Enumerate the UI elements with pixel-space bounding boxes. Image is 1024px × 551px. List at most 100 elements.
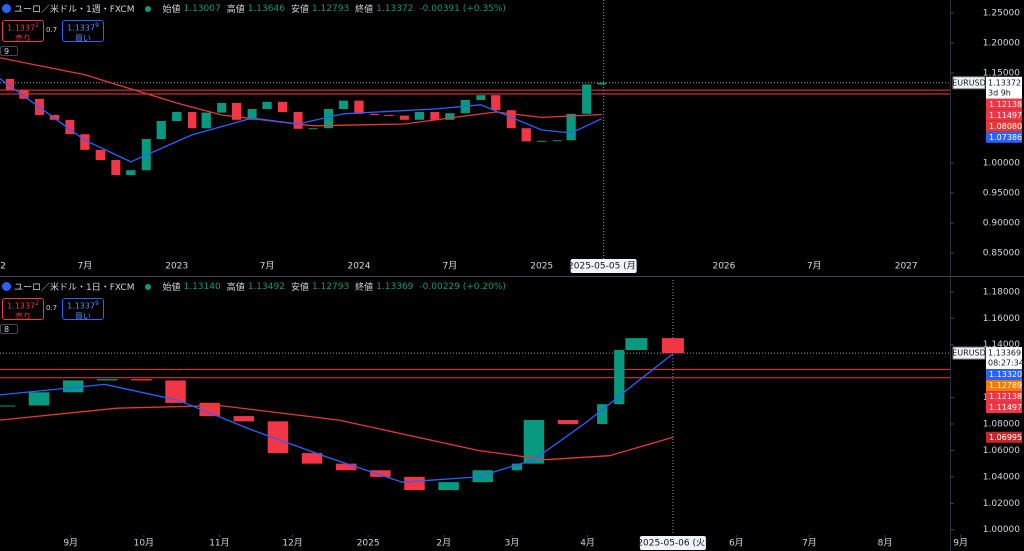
candle (552, 140, 562, 142)
close-value: 1.13369 (376, 281, 414, 292)
candle (445, 113, 455, 120)
candle (131, 379, 152, 381)
x-tick-label: 2027 (895, 262, 918, 272)
buy-price-main: 1.1337 (67, 301, 96, 311)
y-tick-label: 1.00000 (983, 525, 1020, 535)
symbol-title: ユーロ／米ドル・1週・FXCM (14, 5, 135, 15)
candle (308, 128, 318, 130)
x-tick-label: 2026 (712, 262, 735, 272)
price-tag-bg (986, 98, 1022, 110)
candle (597, 404, 608, 425)
candle (80, 134, 90, 150)
candle (324, 109, 334, 129)
y-tick-label: 1.04000 (983, 472, 1020, 482)
x-tick-label: 2025 (357, 539, 380, 549)
price-tag: 1.13320 (989, 370, 1022, 379)
candle (438, 482, 459, 491)
price-tag-bg (986, 391, 1022, 403)
candle (491, 95, 501, 111)
candle (511, 463, 522, 471)
candle (201, 112, 211, 129)
candle (262, 101, 272, 110)
candle (370, 470, 391, 477)
last-price-countdown: 08:27:34 (988, 359, 1024, 368)
y-tick-label: 1.16000 (983, 314, 1020, 324)
candle (557, 420, 579, 425)
price-tag-bg (986, 109, 1022, 121)
last-price-countdown: 3d 9h (988, 88, 1011, 97)
buy-button[interactable]: 1.13379 買い (62, 20, 104, 43)
buy-label: 買い (75, 33, 91, 43)
price-tag: 1.11497 (989, 403, 1022, 412)
legend-bar: ユーロ／米ドル・1日・FXCM 始値 1.13140 高値 1.13492 安値 1.127… (2, 280, 509, 293)
low-value: 1.12793 (311, 281, 350, 292)
close-value: 1.13372 (376, 3, 414, 14)
y-tick-label: 1.00000 (983, 159, 1020, 169)
y-tick-label: 0.85000 (983, 249, 1020, 259)
sell-button[interactable]: 1.13372 売り (2, 20, 44, 43)
buy-price: 1.13379 (63, 21, 103, 34)
symbol-title: ユーロ／米ドル・1日・FXCM (14, 283, 135, 293)
candle (126, 170, 136, 176)
candle (582, 84, 592, 114)
candle (476, 95, 486, 101)
x-tick-label: 7月 (807, 261, 822, 272)
candle (293, 112, 303, 129)
candle (370, 113, 379, 116)
last-price-tag-bg (986, 76, 1022, 99)
low-value: 1.12793 (311, 3, 350, 14)
candle (537, 140, 547, 142)
candle (430, 112, 440, 120)
x-tick-label: 7月 (802, 538, 817, 549)
sell-price: 1.13372 (3, 299, 43, 312)
x-tick-label: 2月 (436, 538, 451, 549)
price-tag: 1.07386 (989, 133, 1022, 142)
moving-average (0, 57, 602, 127)
crosshair-label-bg (570, 259, 637, 273)
candle (301, 453, 323, 464)
sell-button[interactable]: 1.13372 売り (2, 298, 44, 321)
y-tick-label: 1.06000 (983, 446, 1020, 456)
sell-price-sup: 2 (35, 22, 39, 29)
sell-price-main: 1.1337 (7, 301, 36, 311)
buy-price-sup: 9 (95, 300, 99, 307)
open-value: 1.13140 (183, 281, 221, 292)
candle (233, 416, 255, 422)
buy-button[interactable]: 1.13379 買い (62, 298, 104, 321)
high-label: 高値 (226, 5, 245, 15)
indicator-toggle[interactable]: 9 (0, 46, 18, 56)
candle (5, 79, 15, 90)
price-tag: 1.11497 (989, 111, 1022, 120)
low-label: 安値 (290, 5, 309, 15)
x-tick-label: 7月 (442, 261, 457, 272)
moving-average (0, 353, 674, 483)
price-tag: 1.12789 (989, 381, 1022, 390)
x-tick-label: 8月 (878, 538, 893, 549)
candle (217, 103, 227, 113)
price-tag-bg (986, 120, 1022, 132)
candle (165, 380, 186, 403)
indicator-toggle[interactable]: 8 (0, 324, 18, 334)
x-tick-label: 4月 (580, 538, 595, 549)
candle (614, 350, 625, 405)
price-tag: 1.06995 (989, 433, 1022, 442)
x-tick-label: 10月 (134, 538, 154, 549)
crosshair-label: 2025-05-06 (火) (637, 538, 708, 549)
y-tick-label: 0.95000 (983, 189, 1020, 199)
symbol-icon (2, 282, 11, 291)
x-tick-label: 2024 (348, 262, 371, 272)
x-tick-label: 3月 (505, 538, 520, 549)
candle (661, 338, 684, 354)
high-label: 高値 (226, 283, 245, 293)
symbol-tag-bg (952, 346, 986, 360)
close-label: 終値 (355, 283, 374, 293)
price-tag-bg (986, 380, 1022, 392)
x-tick-label: 7月 (78, 261, 93, 272)
last-price-tag-bg (986, 347, 1022, 370)
candle (523, 420, 545, 464)
price-tag: 1.12138 (989, 100, 1022, 109)
x-tick-label: 7月 (260, 261, 275, 272)
candle (95, 149, 105, 161)
spread: 0.7 (46, 304, 58, 312)
